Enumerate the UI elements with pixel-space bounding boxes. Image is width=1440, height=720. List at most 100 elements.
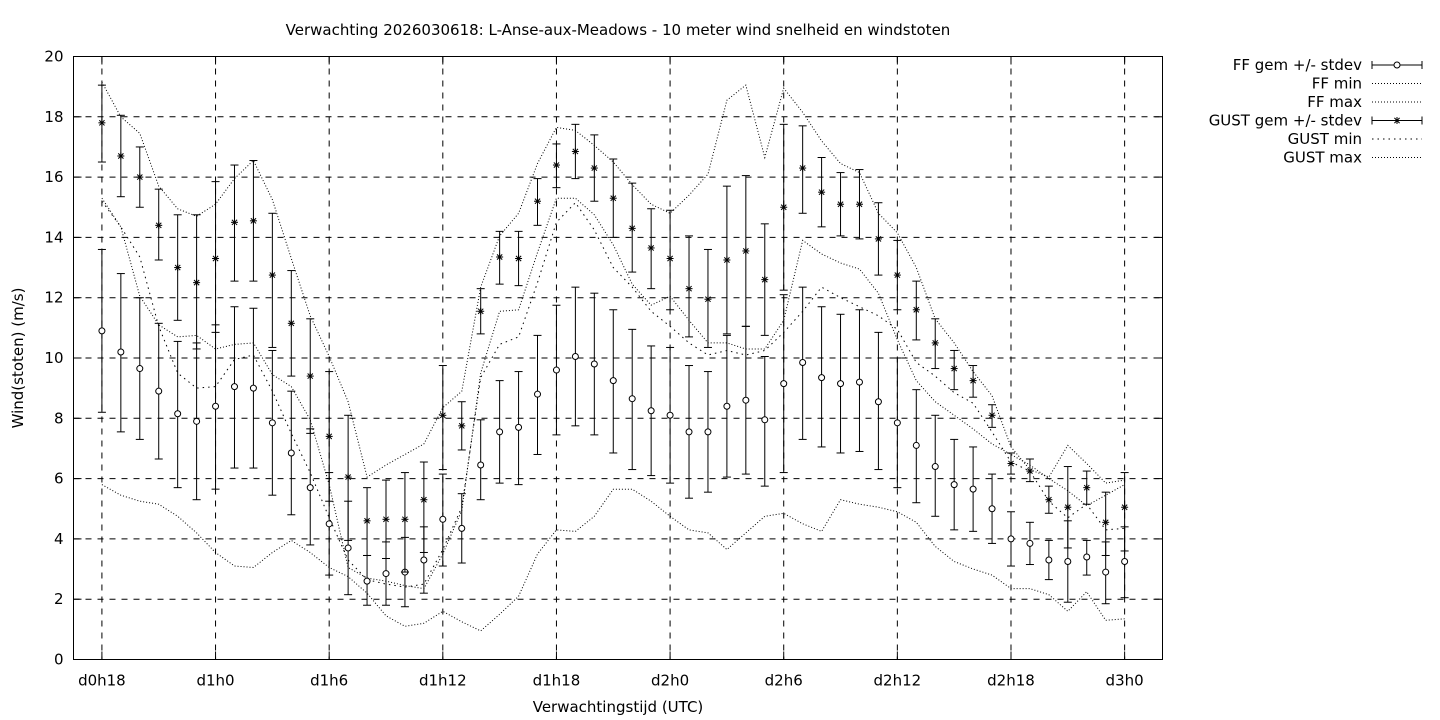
legend-marker <box>1393 117 1401 124</box>
data-point <box>287 449 295 457</box>
data-point <box>439 515 447 523</box>
data-point <box>212 402 220 410</box>
data-point <box>458 422 466 430</box>
data-point <box>249 384 257 392</box>
data-point <box>458 524 466 532</box>
data-point <box>1102 568 1110 576</box>
x-tick-label: d0h18 <box>78 672 126 690</box>
data-point <box>818 188 826 196</box>
legend-marker <box>1393 61 1401 69</box>
data-point <box>439 411 447 419</box>
data-point <box>628 395 636 403</box>
data-point <box>1102 518 1110 526</box>
data-point <box>136 365 144 373</box>
data-point <box>268 271 276 279</box>
data-point <box>1045 496 1053 504</box>
data-point <box>818 374 826 382</box>
data-point <box>780 380 788 388</box>
legend-label: GUST gem +/- stdev <box>1209 112 1362 130</box>
data-point <box>950 481 958 489</box>
y-tick-label: 0 <box>54 651 64 669</box>
data-point <box>571 352 579 360</box>
data-point <box>723 256 731 264</box>
data-point <box>344 544 352 552</box>
data-point <box>685 285 693 293</box>
data-point <box>401 515 409 523</box>
data-point <box>287 319 295 327</box>
data-point <box>855 200 863 208</box>
data-point <box>212 255 220 263</box>
data-point <box>344 473 352 481</box>
data-point <box>912 306 920 314</box>
data-point <box>893 419 901 427</box>
y-tick-label: 8 <box>54 409 64 427</box>
data-point <box>1007 535 1015 543</box>
data-point <box>799 359 807 367</box>
data-point <box>1064 503 1072 511</box>
series-line <box>101 197 1125 590</box>
data-point <box>98 119 106 127</box>
data-point <box>325 432 333 440</box>
data-point <box>193 279 201 287</box>
data-point <box>799 164 807 172</box>
chart-title: Verwachting 2026030618: L-Anse-aux-Meado… <box>286 21 951 39</box>
data-point <box>515 255 523 263</box>
data-point <box>306 484 314 492</box>
data-point <box>1045 556 1053 564</box>
data-point <box>515 423 523 431</box>
x-tick-label: d1h12 <box>419 672 467 690</box>
data-point <box>1083 484 1091 492</box>
series-line <box>101 81 1125 484</box>
y-tick-label: 20 <box>44 48 63 66</box>
data-point <box>325 520 333 528</box>
series-line <box>101 484 1125 632</box>
data-point <box>761 416 769 424</box>
data-point <box>552 366 560 374</box>
data-point <box>420 556 428 564</box>
data-point <box>609 377 617 385</box>
data-point <box>155 221 163 229</box>
y-tick-label: 16 <box>44 168 63 186</box>
data-point <box>874 235 882 243</box>
data-point <box>363 517 371 525</box>
data-point <box>874 398 882 406</box>
data-point <box>1121 558 1129 566</box>
data-point <box>155 387 163 395</box>
data-point <box>382 515 390 523</box>
series-errorbars <box>97 248 1129 608</box>
x-tick-label: d2h18 <box>987 672 1035 690</box>
data-point <box>628 224 636 232</box>
y-axis-label: Wind(stoten) (m/s) <box>9 288 27 429</box>
data-point <box>174 264 182 272</box>
data-point <box>268 419 276 427</box>
data-point <box>477 307 485 315</box>
y-tick-label: 4 <box>54 530 64 548</box>
data-point <box>193 417 201 425</box>
data-point <box>477 461 485 469</box>
data-point <box>117 152 125 160</box>
data-point <box>837 200 845 208</box>
data-point <box>534 197 542 205</box>
data-point <box>552 161 560 169</box>
data-point <box>855 378 863 386</box>
legend-label: GUST min <box>1288 130 1362 148</box>
data-point <box>496 253 504 261</box>
data-point <box>647 407 655 415</box>
legend-label: FF gem +/- stdev <box>1233 56 1362 74</box>
data-point <box>117 348 125 356</box>
data-point <box>893 271 901 279</box>
series-errorbars <box>97 84 1129 573</box>
data-point <box>98 327 106 335</box>
data-point <box>230 383 238 391</box>
data-point <box>306 372 314 380</box>
data-point <box>647 244 655 252</box>
grid-lines <box>73 56 1163 660</box>
data-point <box>1121 503 1129 511</box>
data-point <box>931 339 939 347</box>
legend-label: FF min <box>1312 75 1362 93</box>
y-tick-label: 6 <box>54 470 64 488</box>
x-tick-label: d1h6 <box>310 672 348 690</box>
legend-label: FF max <box>1307 93 1362 111</box>
